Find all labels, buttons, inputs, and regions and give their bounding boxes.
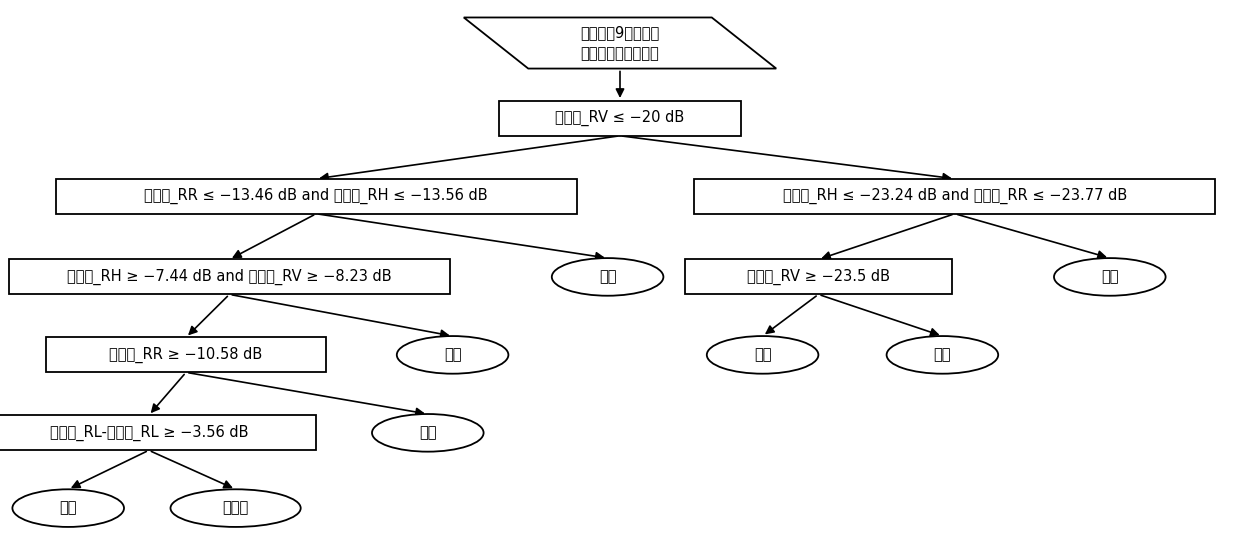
Bar — [46, 338, 326, 372]
Text: 水体: 水体 — [934, 347, 951, 362]
Text: 蟹田: 蟹田 — [754, 347, 771, 362]
Text: 完熟期_RH ≤ −23.24 dB and 分蘖期_RR ≤ −23.77 dB: 完熟期_RH ≤ −23.24 dB and 分蘖期_RR ≤ −23.77 d… — [782, 188, 1127, 204]
Text: 杂交稻: 杂交稻 — [222, 501, 249, 516]
Bar — [0, 415, 316, 450]
Text: 城镇: 城镇 — [444, 347, 461, 362]
Text: 蜡熟期_RR ≥ −10.58 dB: 蜡熟期_RR ≥ −10.58 dB — [109, 347, 263, 363]
Ellipse shape — [372, 414, 484, 452]
Ellipse shape — [397, 336, 508, 373]
Bar — [56, 179, 577, 213]
Ellipse shape — [887, 336, 998, 373]
Ellipse shape — [12, 490, 124, 527]
Bar — [684, 259, 952, 294]
Ellipse shape — [1054, 258, 1166, 296]
Text: 乳熟期_RV ≥ −23.5 dB: 乳熟期_RV ≥ −23.5 dB — [746, 269, 890, 285]
Text: 抽穗期_RR ≤ −13.46 dB and 拔节期_RH ≤ −13.56 dB: 抽穗期_RR ≤ −13.46 dB and 拔节期_RH ≤ −13.56 d… — [144, 188, 489, 204]
Text: 对应水稻9个物候期
的紧致极化雷达影像: 对应水稻9个物候期 的紧致极化雷达影像 — [580, 25, 660, 61]
Bar — [694, 179, 1215, 213]
Polygon shape — [464, 18, 776, 68]
Text: 水体: 水体 — [1101, 270, 1118, 285]
Ellipse shape — [552, 258, 663, 296]
Ellipse shape — [171, 490, 301, 527]
Text: 裸地: 裸地 — [599, 270, 616, 285]
Text: 粳稻: 粳稻 — [60, 501, 77, 516]
Bar — [498, 101, 740, 136]
Text: 森林: 森林 — [419, 425, 436, 440]
Text: 完熟期_RV ≤ −20 dB: 完熟期_RV ≤ −20 dB — [556, 110, 684, 126]
Bar — [10, 259, 449, 294]
Text: 幼苗期_RL-休耕期_RL ≥ −3.56 dB: 幼苗期_RL-休耕期_RL ≥ −3.56 dB — [50, 425, 248, 441]
Ellipse shape — [707, 336, 818, 373]
Text: 蜡熟期_RH ≥ −7.44 dB and 休耕期_RV ≥ −8.23 dB: 蜡熟期_RH ≥ −7.44 dB and 休耕期_RV ≥ −8.23 dB — [67, 269, 392, 285]
